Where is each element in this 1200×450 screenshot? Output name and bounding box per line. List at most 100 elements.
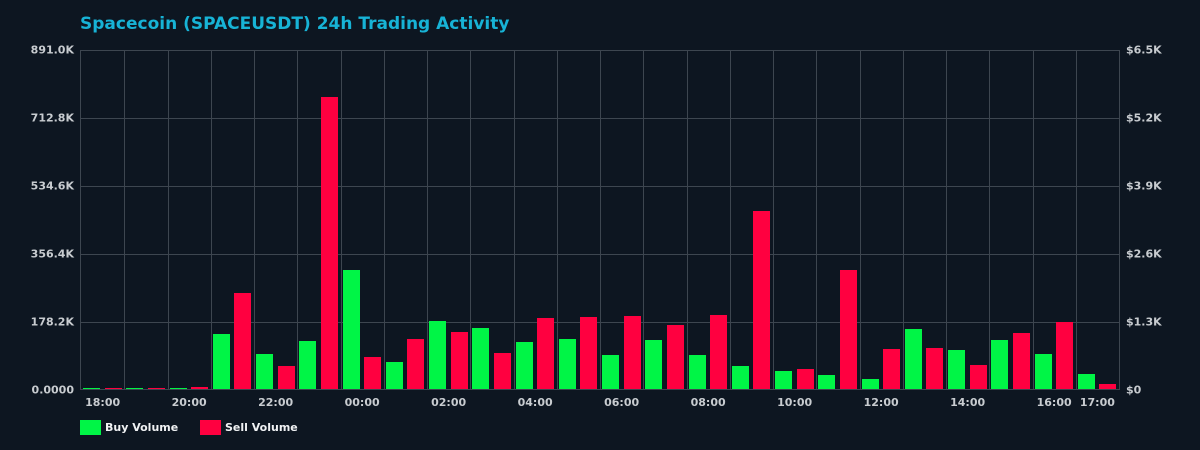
sell-volume-bar[interactable] <box>969 365 987 389</box>
sell-volume-bar[interactable] <box>277 366 295 389</box>
buy-volume-bar[interactable] <box>948 350 965 389</box>
x-tick-label: 18:00 <box>85 396 121 409</box>
sell-volume-bar[interactable] <box>537 318 555 389</box>
y-tick-label-right: $3.9K <box>1126 179 1162 193</box>
buy-volume-bar[interactable] <box>126 388 144 389</box>
x-tick-label: 04:00 <box>517 396 553 409</box>
y-tick-label-left: 891.0K <box>30 43 74 57</box>
sell-volume-bar[interactable] <box>883 349 901 389</box>
y-tick-label-right: $5.2K <box>1126 111 1162 125</box>
sell-volume-bar[interactable] <box>666 325 684 389</box>
sell-volume-bar[interactable] <box>191 387 209 389</box>
gridline-vertical <box>427 51 428 389</box>
buy-volume-bar[interactable] <box>83 388 100 389</box>
gridline-vertical <box>210 51 212 389</box>
gridline-vertical <box>989 51 991 389</box>
gridline-vertical <box>556 51 558 389</box>
buy-volume-bar[interactable] <box>515 342 533 389</box>
buy-volume-bar[interactable] <box>861 379 879 389</box>
gridline-vertical <box>643 51 645 389</box>
y-tick-label-right: $1.3K <box>1126 315 1162 329</box>
gridline-vertical <box>773 51 774 389</box>
buy-volume-bar[interactable] <box>472 328 490 389</box>
x-tick-label: 10:00 <box>777 396 813 409</box>
sell-volume-bar[interactable] <box>147 388 165 389</box>
y-tick-label-right: $6.5K <box>1126 43 1162 57</box>
sell-volume-bar[interactable] <box>753 210 771 389</box>
chart-title: Spacecoin (SPACEUSDT) 24h Trading Activi… <box>80 14 510 34</box>
y-tick-label-right: $2.6K <box>1126 247 1162 261</box>
gridline-vertical <box>470 51 472 389</box>
y-tick-label-left: 0.0000 <box>31 383 74 397</box>
gridline-vertical <box>686 51 688 389</box>
gridline-vertical <box>124 51 126 389</box>
x-tick-label: 17:00 <box>1079 396 1115 409</box>
buy-volume-bar[interactable] <box>731 366 749 389</box>
gridline-vertical <box>1032 51 1034 389</box>
sell-volume-bar[interactable] <box>104 388 122 389</box>
buy-volume-bar[interactable] <box>429 321 446 389</box>
sell-volume-bar[interactable] <box>1056 322 1074 389</box>
gridline-vertical <box>816 51 818 389</box>
sell-volume-bar[interactable] <box>710 315 728 389</box>
sell-volume-bar[interactable] <box>926 348 944 389</box>
sell-volume-bar[interactable] <box>796 369 814 389</box>
plot-area <box>80 50 1120 390</box>
sell-volume-bar[interactable] <box>623 316 641 389</box>
gridline-vertical <box>340 51 342 389</box>
buy-volume-bar[interactable] <box>299 341 317 389</box>
buy-volume-bar[interactable] <box>602 355 619 389</box>
y-tick-label-left: 178.2K <box>30 315 74 329</box>
legend-label-sell: Sell Volume <box>225 421 298 434</box>
buy-volume-bar[interactable] <box>904 329 922 389</box>
gridline-vertical <box>902 51 904 389</box>
gridline-vertical <box>946 51 947 389</box>
buy-volume-bar[interactable] <box>1077 374 1095 389</box>
y-tick-label-right: $0 <box>1126 383 1142 397</box>
sell-volume-bar[interactable] <box>839 269 857 389</box>
buy-volume-bar[interactable] <box>775 371 792 389</box>
sell-volume-bar[interactable] <box>320 97 338 389</box>
legend-item-sell[interactable]: Sell Volume <box>200 420 298 435</box>
y-tick-label-left: 534.6K <box>30 179 74 193</box>
gridline-vertical <box>600 51 601 389</box>
x-tick-label: 16:00 <box>1036 396 1072 409</box>
legend-label-buy: Buy Volume <box>105 421 179 434</box>
gridline-vertical <box>1075 51 1077 389</box>
x-tick-label: 14:00 <box>950 396 986 409</box>
sell-volume-bar[interactable] <box>493 353 511 389</box>
buy-volume-bar[interactable] <box>212 334 230 389</box>
x-tick-label: 06:00 <box>604 396 640 409</box>
sell-volume-bar[interactable] <box>1012 333 1030 389</box>
sell-volume-bar[interactable] <box>234 293 252 389</box>
sell-swatch-icon <box>200 420 221 435</box>
buy-volume-bar[interactable] <box>991 340 1009 389</box>
buy-volume-bar[interactable] <box>169 388 187 389</box>
sell-volume-bar[interactable] <box>580 317 598 389</box>
y-tick-label-left: 712.8K <box>30 111 74 125</box>
buy-volume-bar[interactable] <box>688 355 706 389</box>
buy-volume-bar[interactable] <box>385 362 403 389</box>
x-tick-label: 00:00 <box>344 396 380 409</box>
sell-volume-bar[interactable] <box>364 357 382 389</box>
gridline-vertical <box>729 51 731 389</box>
buy-volume-bar[interactable] <box>818 374 836 389</box>
buy-volume-bar[interactable] <box>1034 354 1052 389</box>
gridline-vertical <box>167 51 169 389</box>
y-tick-label-left: 356.4K <box>30 247 74 261</box>
sell-volume-bar[interactable] <box>450 332 468 389</box>
x-tick-label: 20:00 <box>171 396 207 409</box>
buy-volume-bar[interactable] <box>645 340 663 389</box>
sell-volume-bar[interactable] <box>407 339 425 389</box>
buy-volume-bar[interactable] <box>342 269 360 389</box>
gridline-vertical <box>254 51 255 389</box>
gridline-vertical <box>859 51 861 389</box>
legend-item-buy[interactable]: Buy Volume <box>80 420 178 435</box>
sell-volume-bar[interactable] <box>1099 384 1117 389</box>
buy-volume-bar[interactable] <box>256 354 273 389</box>
buy-volume-bar[interactable] <box>558 339 576 389</box>
x-tick-label: 22:00 <box>258 396 294 409</box>
buy-swatch-icon <box>80 420 101 435</box>
x-tick-label: 02:00 <box>431 396 467 409</box>
x-tick-label: 12:00 <box>863 396 899 409</box>
